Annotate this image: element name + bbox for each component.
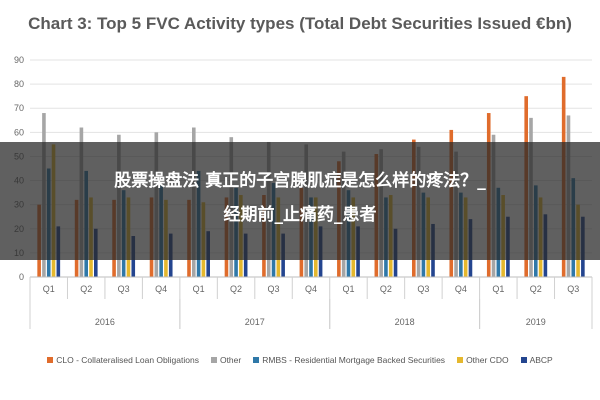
legend-swatch (47, 357, 54, 363)
legend-label: Other (219, 355, 242, 365)
caption-line-2: 经期前_止痛药_患者 (223, 205, 377, 225)
year-label: 2016 (95, 317, 115, 327)
y-tick-label: 70 (14, 103, 24, 113)
x-tick-label: Q2 (380, 284, 392, 294)
x-tick-label: Q2 (530, 284, 542, 294)
legend-item: Other CDO (457, 355, 509, 365)
x-tick-label: Q1 (342, 284, 354, 294)
x-tick-label: Q4 (155, 284, 167, 294)
x-tick-label: Q3 (417, 284, 429, 294)
y-tick-label: 90 (14, 55, 24, 65)
x-tick-label: Q1 (193, 284, 205, 294)
y-tick-label: 60 (14, 127, 24, 137)
y-tick-label: 80 (14, 79, 24, 89)
legend-swatch (520, 357, 527, 363)
x-tick-label: Q3 (118, 284, 130, 294)
legend-label: CLO - Collateralised Loan Obligations (56, 355, 199, 365)
year-label: 2019 (526, 317, 546, 327)
legend-label: RMBS - Residential Mortgage Backed Secur… (262, 355, 446, 365)
caption-overlay (0, 142, 600, 260)
legend-item: Other (210, 355, 242, 365)
x-tick-label: Q2 (230, 284, 242, 294)
chart-legend: CLO - Collateralised Loan Obligations Oth… (0, 350, 600, 370)
legend-item: CLO - Collateralised Loan Obligations (47, 355, 199, 365)
x-tick-label: Q3 (567, 284, 579, 294)
chart-title: Chart 3: Top 5 FVC Activity types (Total… (28, 14, 572, 33)
x-tick-label: Q1 (492, 284, 504, 294)
x-tick-label: Q2 (80, 284, 92, 294)
x-tick-label: Q3 (268, 284, 280, 294)
legend-swatch (253, 357, 260, 363)
legend-swatch (210, 357, 217, 363)
legend-item: RMBS - Residential Mortgage Backed Secur… (253, 355, 445, 365)
x-tick-label: Q4 (455, 284, 467, 294)
y-tick-label: 0 (19, 272, 24, 282)
year-label: 2018 (395, 317, 415, 327)
x-tick-label: Q1 (43, 284, 55, 294)
year-label: 2017 (245, 317, 265, 327)
x-tick-label: Q4 (305, 284, 317, 294)
legend-item: ABCP (520, 355, 553, 365)
legend-label: ABCP (529, 355, 553, 365)
legend-label: Other CDO (466, 355, 509, 365)
caption-text: 股票操盘法 真正的子宫腺肌症是怎么样的疼法？_ 经期前_止痛药_患者 (0, 164, 600, 232)
caption-line-1: 股票操盘法 真正的子宫腺肌症是怎么样的疼法？_ (114, 171, 486, 191)
legend-swatch (457, 357, 464, 363)
